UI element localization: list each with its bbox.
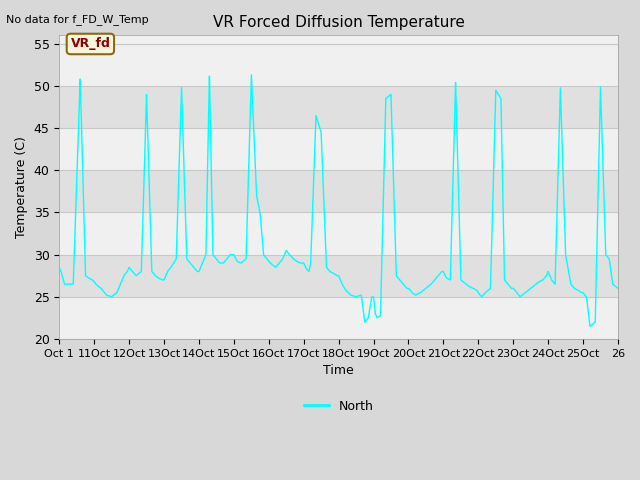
Bar [60,86,618,128]
Bar [60,44,618,86]
X-axis label: Time: Time [323,364,354,377]
Bar [60,170,618,213]
Legend: North: North [299,395,378,418]
Bar [60,213,618,254]
Text: VR_fd: VR_fd [70,37,110,50]
Bar [60,128,618,170]
Text: No data for f_FD_W_Temp: No data for f_FD_W_Temp [6,14,149,25]
Bar [60,254,618,297]
Y-axis label: Temperature (C): Temperature (C) [15,136,28,238]
Title: VR Forced Diffusion Temperature: VR Forced Diffusion Temperature [212,15,465,30]
Bar [60,297,618,339]
